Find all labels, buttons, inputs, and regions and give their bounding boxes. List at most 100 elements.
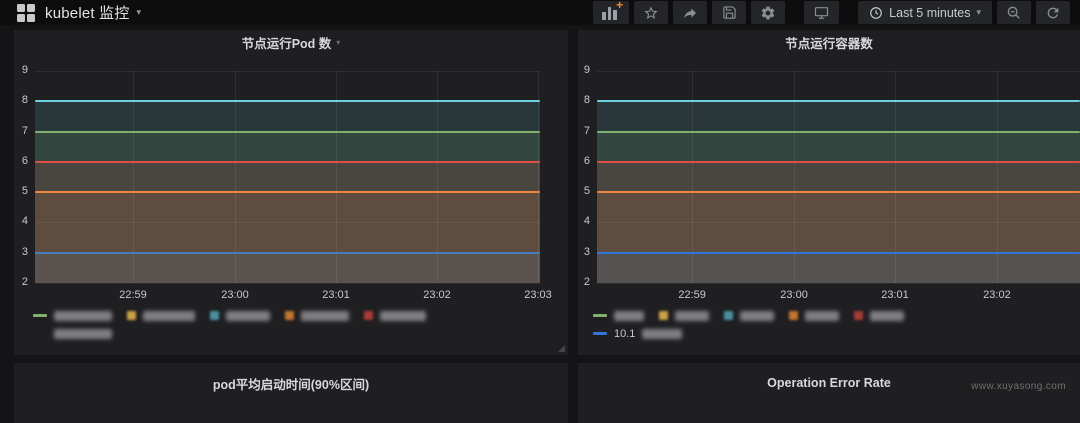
dashboard-title[interactable]: kubelet 监控 xyxy=(45,5,130,22)
monitor-icon xyxy=(815,6,829,19)
add-panel-button[interactable]: + xyxy=(593,0,630,24)
legend-redacted-text xyxy=(870,310,904,321)
legend-row: 10.1 xyxy=(593,327,1074,340)
panel-title-text: 节点运行Pod 数 xyxy=(241,37,332,51)
panel-title[interactable]: Operation Error Rate xyxy=(578,363,1080,403)
legend-row xyxy=(33,309,558,322)
gridline-horizontal xyxy=(597,71,1080,72)
chart-pods: 22:59 23:00 23:01 23:02 23:03 9 8 7 6 5 4 3 2 xyxy=(14,55,568,355)
dashboards-grid-icon[interactable] xyxy=(17,3,35,22)
series-line xyxy=(35,191,540,194)
legend-redacted-text xyxy=(143,310,195,321)
navbar-toolbar: + Last 5 minutes ▾ xyxy=(593,0,1080,24)
x-tick-label: 23:02 xyxy=(983,289,1011,301)
legend-marker-icon xyxy=(210,311,219,320)
star-dashboard-button[interactable] xyxy=(634,1,669,24)
legend-item[interactable] xyxy=(210,310,270,321)
share-icon xyxy=(684,7,697,18)
series-line xyxy=(597,251,1080,254)
gridline-vertical xyxy=(132,71,134,283)
legend-redacted-text xyxy=(642,328,683,339)
gridline-vertical xyxy=(436,71,438,283)
x-tick-label: 22:59 xyxy=(119,289,147,301)
series-fill xyxy=(597,131,1080,283)
legend xyxy=(33,309,558,340)
panel-containers-count: 节点运行容器数 22:59 23:00 23:01 23:02 10.1 9 8 7 6 5 4… xyxy=(578,30,1080,355)
legend-item[interactable] xyxy=(789,310,839,321)
plot-area[interactable]: 22:59 23:00 23:01 23:02 23:03 xyxy=(35,71,552,301)
time-range-caret-icon: ▾ xyxy=(976,7,981,17)
panel-title-text: Operation Error Rate xyxy=(767,376,891,390)
legend-marker-icon xyxy=(854,311,863,320)
legend: 10.1 xyxy=(593,309,1074,340)
gridline-horizontal xyxy=(597,222,1080,224)
y-tick-label: 7 xyxy=(583,124,590,137)
y-tick-label: 6 xyxy=(21,154,28,167)
panel-pods-count: 节点运行Pod 数 ▾ 22:59 23:00 23:01 23:02 23:03 9 8… xyxy=(14,30,568,355)
save-dashboard-button[interactable] xyxy=(712,1,747,24)
add-panel-icon: + xyxy=(602,0,623,20)
time-range-picker[interactable]: Last 5 minutes ▾ xyxy=(858,1,992,24)
navbar-left: kubelet 监控 ▾ xyxy=(0,2,141,23)
legend-redacted-text xyxy=(380,310,426,321)
gridline-vertical xyxy=(692,71,694,283)
legend-item[interactable] xyxy=(854,310,904,321)
zoom-out-button[interactable] xyxy=(997,1,1031,24)
x-tick-label: 23:01 xyxy=(322,289,350,301)
x-tick-label: 23:01 xyxy=(881,289,909,301)
legend-marker-icon xyxy=(33,314,47,317)
x-tick-label: 23:02 xyxy=(423,289,451,301)
panel-title[interactable]: 节点运行Pod 数 ▾ xyxy=(14,30,568,55)
gridline-vertical xyxy=(335,71,337,283)
y-tick-label: 2 xyxy=(583,276,590,288)
legend-item[interactable] xyxy=(285,310,349,321)
legend-item[interactable] xyxy=(127,310,195,321)
series-fill xyxy=(35,131,540,283)
legend-item[interactable] xyxy=(659,310,709,321)
gridline-horizontal xyxy=(35,222,540,224)
series-fill xyxy=(597,161,1080,283)
panel-pod-startup-time: pod平均启动时间(90%区间) xyxy=(14,363,568,423)
legend-item[interactable] xyxy=(593,310,644,321)
legend-marker-icon xyxy=(724,311,733,320)
legend-redacted-text xyxy=(740,310,774,321)
panel-resize-handle[interactable] xyxy=(558,345,565,352)
plot-area[interactable]: 22:59 23:00 23:01 23:02 xyxy=(597,71,1080,301)
share-dashboard-button[interactable] xyxy=(673,1,708,24)
gridline-horizontal xyxy=(35,283,540,284)
legend-redacted-text xyxy=(614,310,644,321)
y-tick-label: 6 xyxy=(583,154,590,167)
legend-marker-icon xyxy=(659,311,668,320)
y-tick-label: 2 xyxy=(21,276,28,288)
legend-redacted-text xyxy=(54,328,112,339)
top-navbar: kubelet 监控 ▾ + Last 5 minutes ▾ xyxy=(0,0,1080,25)
panel-title[interactable]: 节点运行容器数 xyxy=(578,30,1080,55)
series-fill xyxy=(597,252,1080,283)
y-tick-label: 5 xyxy=(583,185,590,198)
legend-item[interactable]: 10.1 xyxy=(593,328,683,340)
chart-containers: 22:59 23:00 23:01 23:02 10.1 9 8 7 6 5 4 3 2 xyxy=(578,55,1080,355)
legend-item[interactable] xyxy=(33,328,112,339)
y-tick-label: 7 xyxy=(21,124,28,137)
legend-marker-icon xyxy=(593,314,607,317)
panel-title[interactable]: pod平均启动时间(90%区间) xyxy=(14,363,568,403)
star-icon xyxy=(644,5,658,19)
series-line xyxy=(597,130,1080,133)
y-tick-label: 3 xyxy=(583,245,590,258)
gridline-horizontal xyxy=(597,283,1080,284)
legend-redacted-text xyxy=(805,310,839,321)
series-line xyxy=(35,130,540,133)
series-line xyxy=(35,251,540,254)
legend-marker-icon xyxy=(789,311,798,320)
x-tick-label: 23:00 xyxy=(221,289,249,301)
legend-item[interactable] xyxy=(724,310,774,321)
dashboard-title-caret-icon[interactable]: ▾ xyxy=(136,7,142,17)
legend-item[interactable] xyxy=(364,310,426,321)
dashboard-settings-button[interactable] xyxy=(751,1,786,24)
cycle-view-mode-button[interactable] xyxy=(804,1,840,24)
legend-row xyxy=(593,309,1074,322)
y-tick-label: 3 xyxy=(21,245,28,258)
legend-item[interactable] xyxy=(33,310,112,321)
refresh-button[interactable] xyxy=(1036,1,1070,24)
save-icon xyxy=(722,6,736,19)
